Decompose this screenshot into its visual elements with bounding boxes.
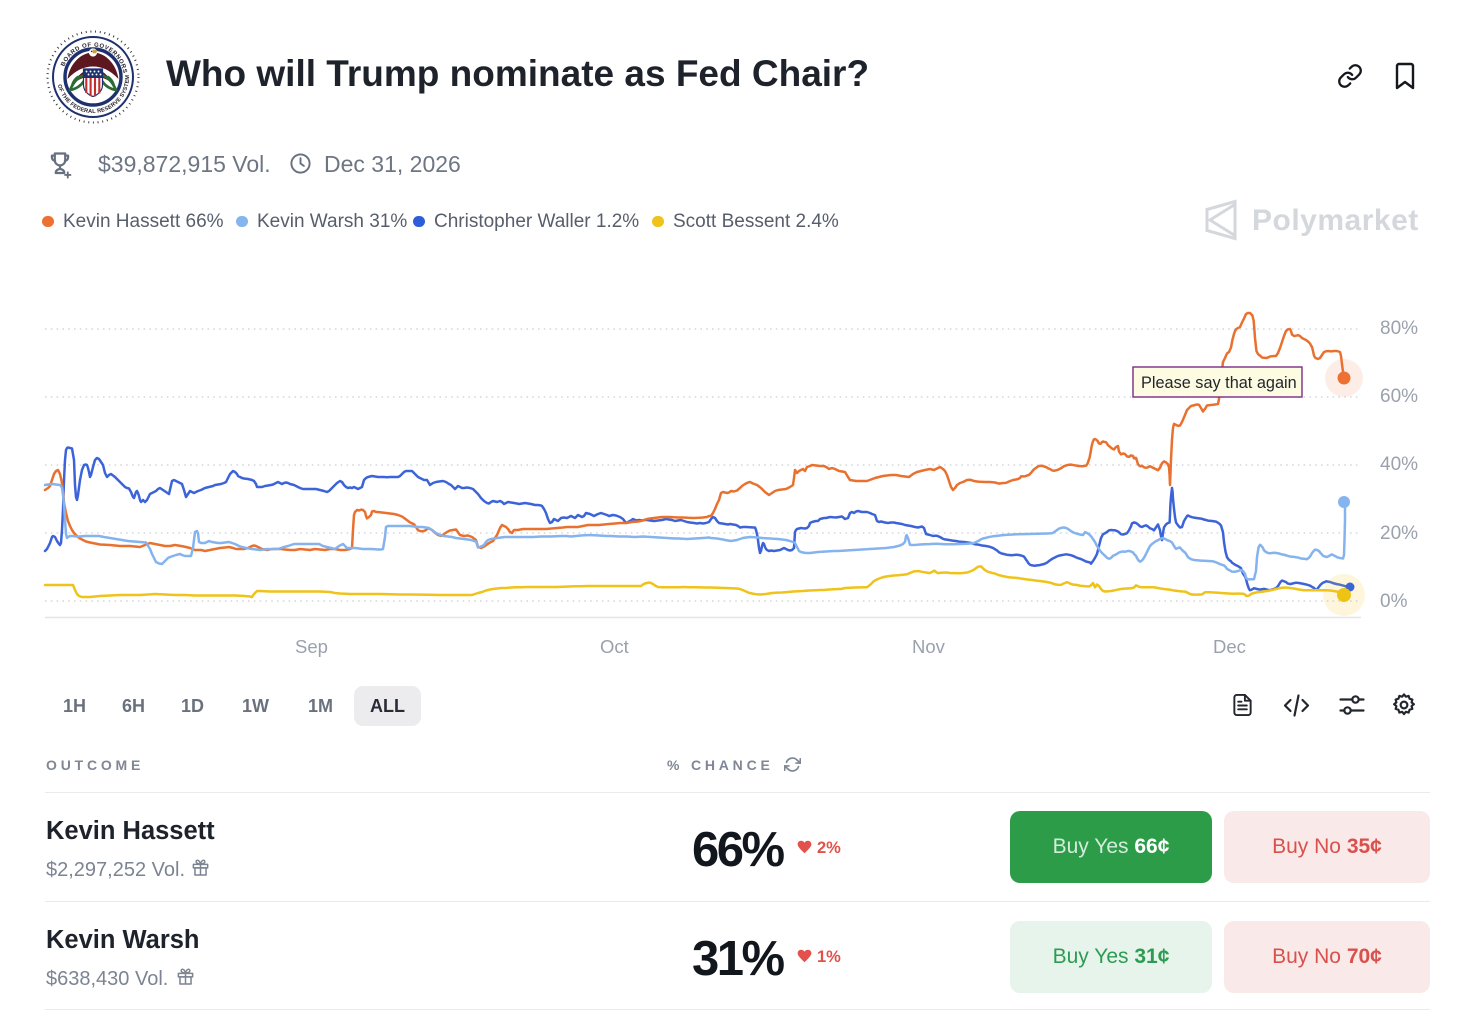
svg-text:Nov: Nov [912,636,946,657]
svg-text:0%: 0% [1380,591,1408,612]
svg-text:Oct: Oct [600,636,629,657]
svg-text:Sep: Sep [295,636,328,657]
svg-text:Please say that again: Please say that again [1141,374,1297,392]
svg-text:40%: 40% [1380,454,1418,475]
svg-text:80%: 80% [1380,318,1418,339]
svg-text:60%: 60% [1380,386,1418,407]
svg-text:20%: 20% [1380,523,1418,544]
svg-text:Dec: Dec [1213,636,1246,657]
